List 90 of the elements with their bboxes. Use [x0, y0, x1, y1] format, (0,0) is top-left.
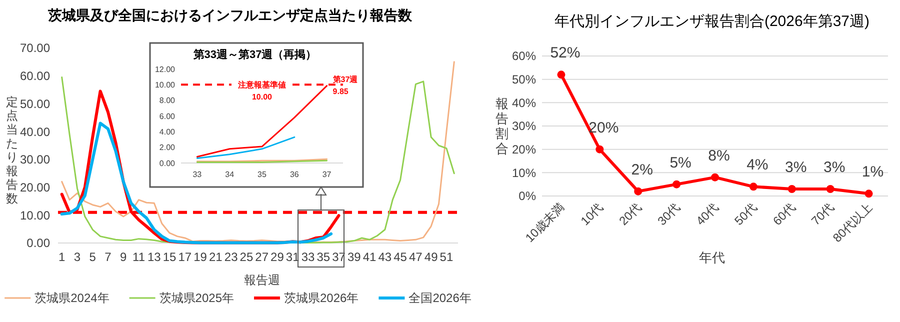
y-tick-label: 6.00	[159, 112, 176, 121]
x-tick-label: 1	[58, 250, 66, 264]
x-tick-label: 43	[378, 250, 392, 264]
y-tick-label: 4.00	[159, 127, 176, 136]
point	[711, 173, 719, 182]
y-tick-label: 0.00	[159, 158, 176, 168]
x-tick-label: 7	[104, 250, 112, 264]
legend-label: 茨城県2025年	[159, 291, 234, 305]
legend-label: 全国2026年	[408, 291, 472, 305]
point	[826, 185, 834, 193]
x-tick-label: 36	[290, 170, 300, 179]
x-tick-label: 40代	[693, 200, 722, 228]
y-tick-label: 20.00	[20, 180, 50, 194]
line-series	[196, 136, 296, 160]
point	[788, 185, 796, 193]
point	[596, 145, 604, 154]
y-tick-label: 40.00	[20, 124, 50, 139]
x-tick-label: 47	[409, 250, 423, 264]
x-tick-label: 30代	[654, 200, 683, 228]
x-axis-title: 年代	[699, 250, 725, 265]
y-tick-label: 2.00	[159, 143, 176, 152]
x-tick-label: 45	[394, 250, 408, 264]
point	[634, 187, 642, 196]
x-tick-label: 11	[132, 250, 146, 264]
ref-line-label: 注意報基準値 10.00	[237, 80, 286, 102]
y-tick-label: 12.00	[154, 64, 176, 74]
data-label: 5%	[670, 154, 692, 172]
y-tick-label: 20%	[512, 142, 536, 157]
x-tick-label: 5	[89, 250, 96, 264]
legend-label: 茨城県2026年	[284, 291, 359, 305]
x-tick-label: 20代	[616, 200, 644, 228]
y-tick-label: 70.00	[20, 41, 50, 56]
point	[864, 190, 873, 198]
line-series	[60, 122, 333, 244]
y-tick-label: 60%	[512, 49, 536, 64]
data-label: 4%	[746, 156, 768, 174]
y-tick-label: 30.00	[20, 152, 50, 167]
x-tick-label: 17	[178, 250, 192, 264]
data-label: 3%	[785, 159, 807, 176]
x-tick-label: 15	[162, 250, 177, 264]
point	[557, 70, 566, 79]
x-tick-label: 21	[209, 250, 223, 264]
y-axis-title: 報告割合	[496, 96, 508, 156]
y-tick-label: 10%	[512, 166, 536, 180]
data-label: 3%	[823, 159, 846, 176]
x-tick-label: 35	[316, 250, 330, 264]
x-tick-label: 27	[255, 250, 269, 264]
y-tick-label: 0.00	[26, 236, 50, 250]
chart-title: 年代別インフルエンザ報告割合(2026年第37週)	[554, 13, 870, 30]
y-tick-label: 30%	[512, 119, 536, 134]
y-tick-label: 50.00	[20, 96, 50, 111]
x-tick-label: 41	[362, 250, 377, 264]
x-tick-label: 35	[258, 170, 267, 179]
x-tick-label: 51	[440, 250, 454, 264]
x-tick-label: 50代	[732, 200, 760, 228]
y-tick-label: 40%	[512, 96, 536, 110]
x-tick-label: 34	[225, 170, 235, 179]
y-tick-label: 8.00	[159, 96, 176, 106]
data-label: 20%	[588, 119, 619, 136]
annotation: 第37週 9.85	[332, 74, 359, 96]
x-tick-label: 13	[147, 250, 162, 264]
y-tick-label: 50%	[512, 72, 536, 87]
x-axis-title: 報告週	[244, 273, 280, 287]
x-tick-label: 10代	[578, 200, 606, 228]
data-label: 8%	[708, 147, 730, 164]
y-axis-title: 定点当たり報告数	[6, 94, 18, 206]
x-tick-label: 49	[424, 250, 438, 264]
chart-title: 茨城県及び全国におけるインフルエンザ定点当たり報告数	[47, 7, 413, 23]
x-tick-label: 3	[74, 250, 81, 264]
y-tick-label: 60.00	[20, 69, 50, 84]
x-tick-label: 33	[301, 250, 315, 264]
y-tick-label: 10.00	[154, 80, 176, 90]
x-tick-label: 29	[270, 250, 284, 264]
x-tick-label: 23	[224, 250, 238, 264]
data-label: 2%	[631, 161, 653, 178]
x-tick-label: 39	[347, 250, 362, 264]
point	[672, 180, 681, 188]
y-tick-label: 10.00	[20, 208, 50, 222]
x-tick-label: 37	[322, 170, 332, 179]
data-label: 52%	[550, 44, 580, 62]
x-tick-label: 9	[120, 250, 128, 264]
x-tick-label: 33	[192, 170, 202, 179]
chart-title: 第33週～第37週（再掲）	[192, 48, 317, 61]
legend-label: 茨城県2024年	[34, 291, 110, 305]
x-tick-label: 19	[194, 250, 208, 264]
x-tick-label: 70代	[808, 200, 836, 228]
x-tick-label: 60代	[770, 200, 798, 228]
data-label: 1%	[862, 164, 884, 181]
x-tick-label: 25	[240, 250, 254, 264]
point	[749, 182, 758, 191]
